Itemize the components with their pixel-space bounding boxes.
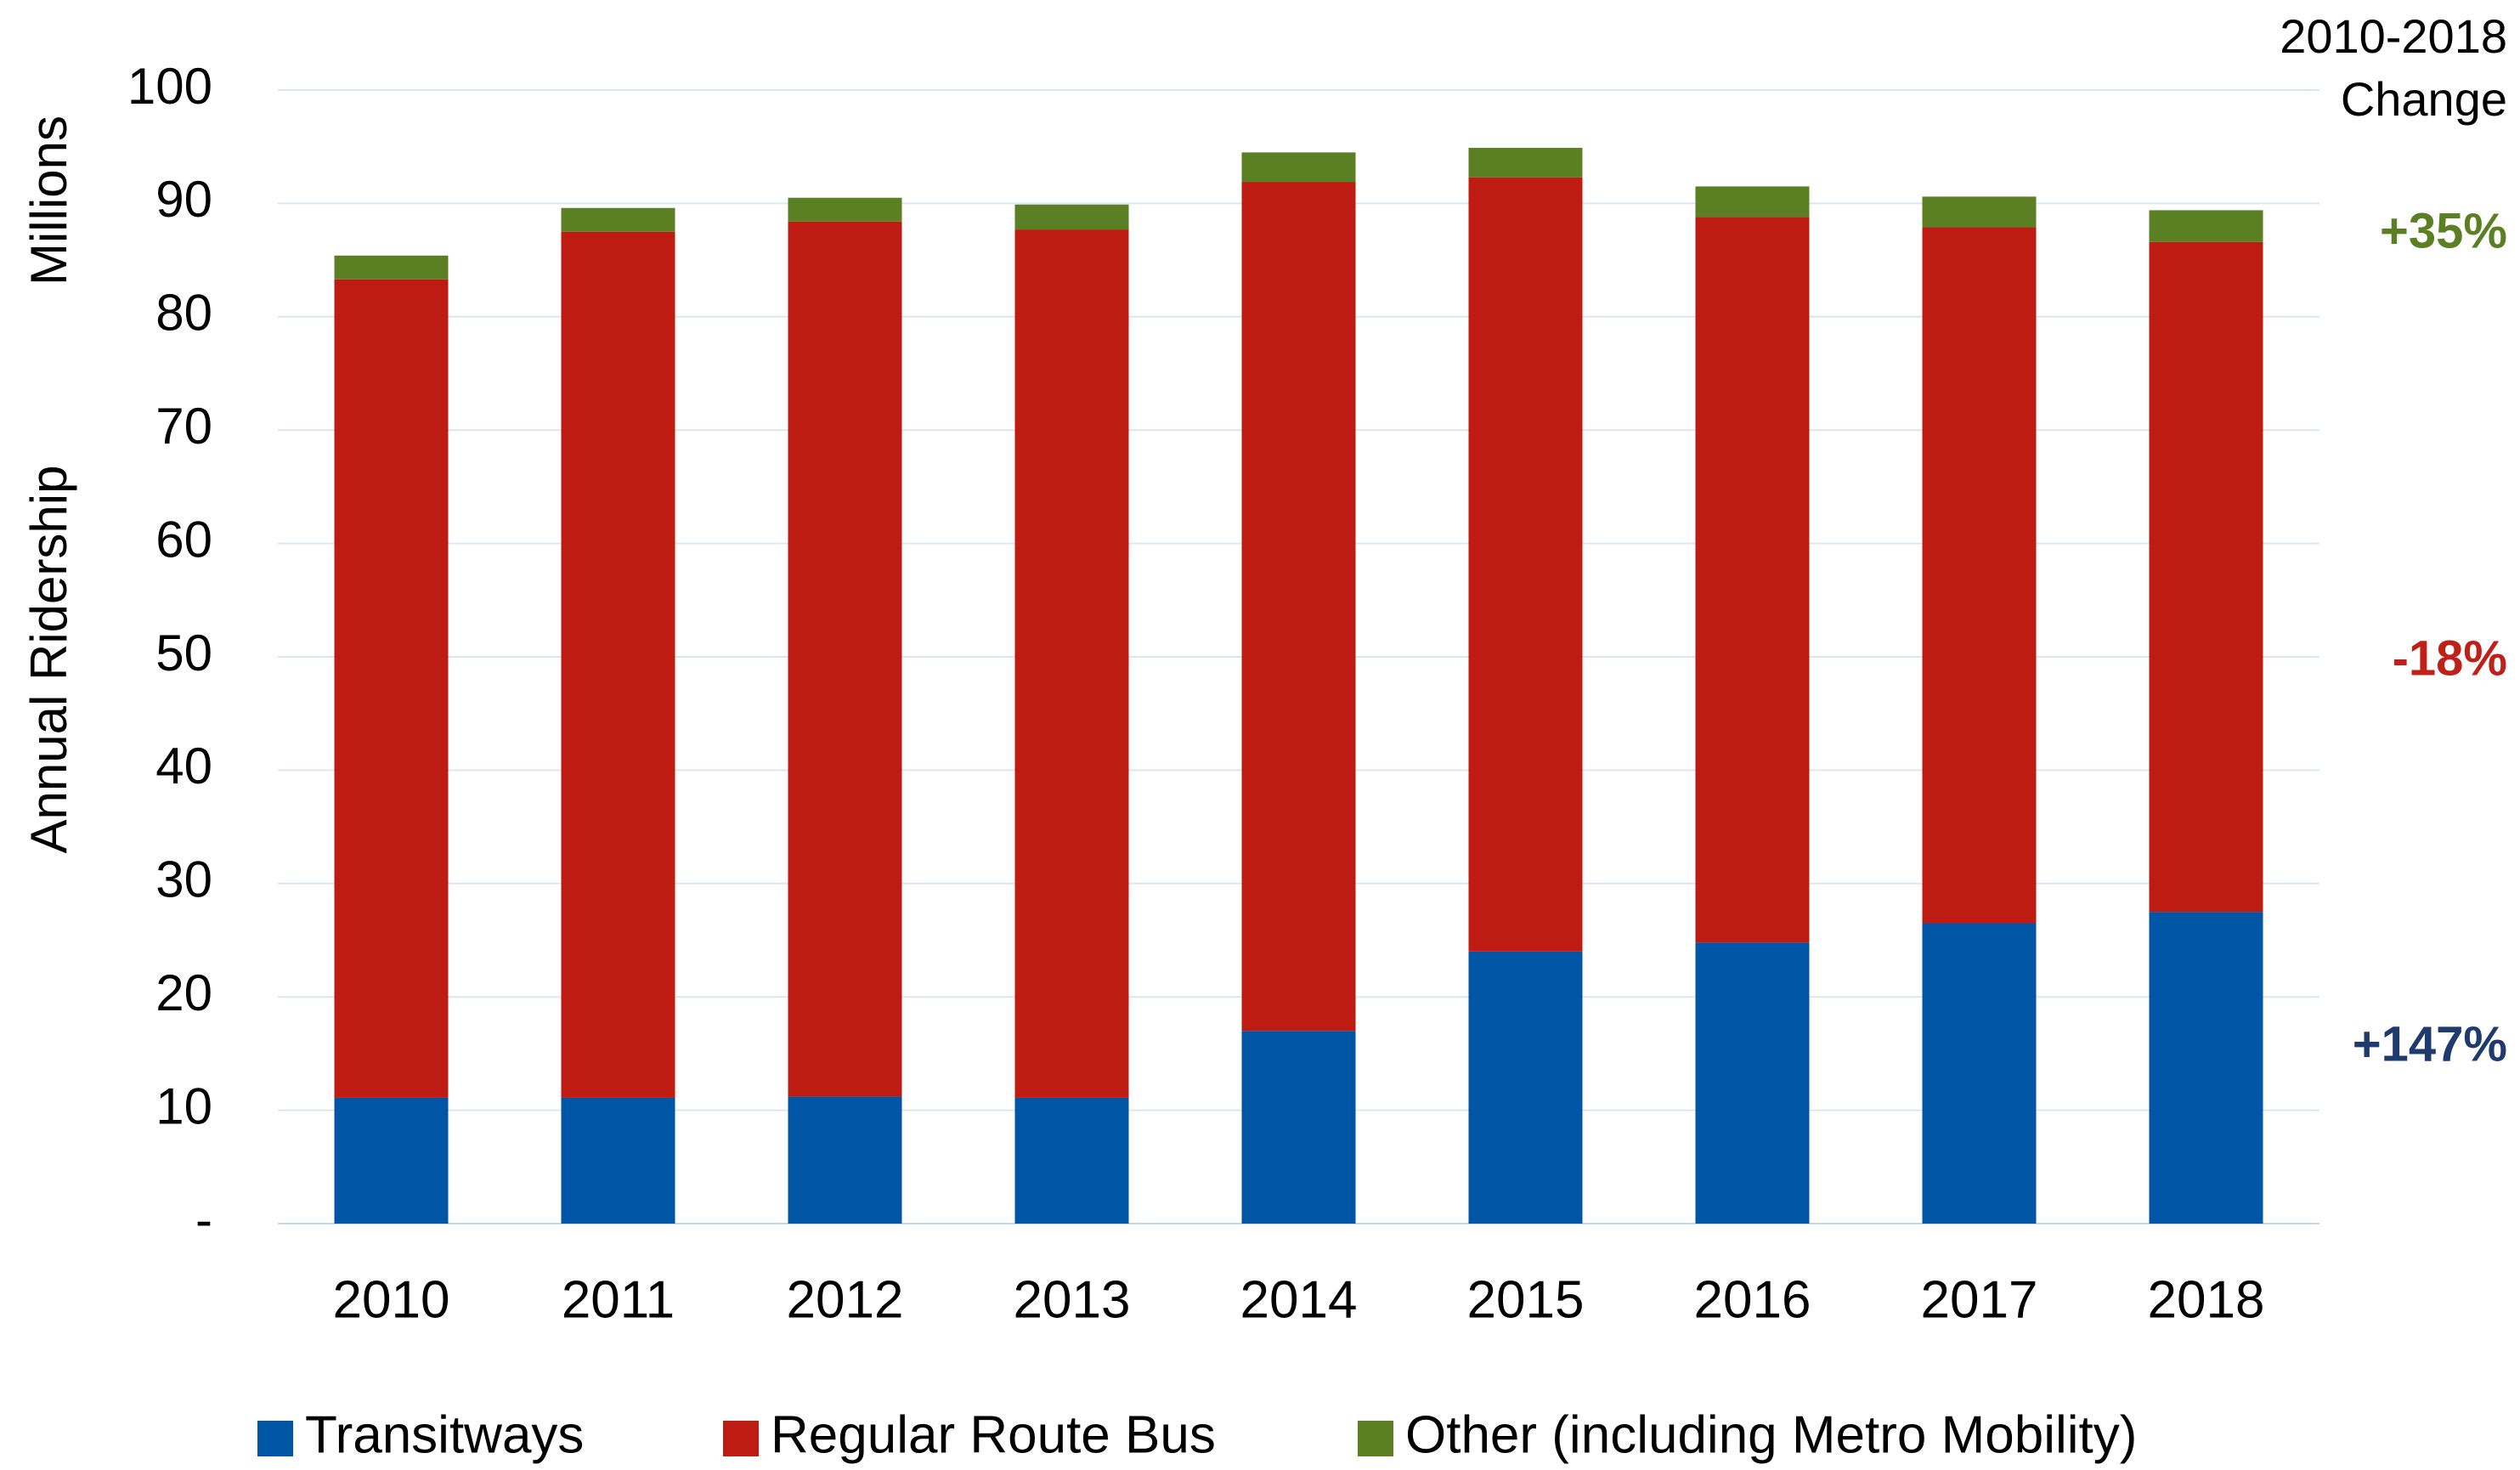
legend-label: Transitways <box>305 1405 584 1464</box>
bar-segment <box>1241 182 1356 1032</box>
x-tick-label: 2010 <box>333 1270 450 1329</box>
y-tick-label: 90 <box>155 171 212 228</box>
x-tick-label: 2012 <box>787 1270 904 1329</box>
y-tick-label: 100 <box>127 58 212 115</box>
x-tick-label: 2014 <box>1240 1270 1358 1329</box>
bar-segment <box>1695 942 1810 1224</box>
annotation-header: Change <box>2341 72 2507 126</box>
bar-segment <box>1014 204 1129 230</box>
y-tick-label: 40 <box>155 738 212 794</box>
y-tick-label: 70 <box>155 398 212 455</box>
y-tick-label: 10 <box>155 1077 212 1134</box>
bar-segment <box>1922 227 2037 924</box>
bar-segment <box>2149 912 2263 1224</box>
bar-segment <box>1922 923 2037 1224</box>
bar-segment <box>1695 186 1810 218</box>
bar-segment <box>1695 217 1810 943</box>
bar-segment <box>1922 196 2037 228</box>
bar-segment <box>334 255 449 280</box>
y-tick-label: 50 <box>155 625 212 681</box>
annotation-header: 2010-2018 <box>2280 9 2507 63</box>
y-tick-label: 60 <box>155 511 212 568</box>
legend-swatch <box>257 1421 293 1456</box>
bar-segment <box>788 221 902 1097</box>
bar-segment <box>334 1097 449 1224</box>
bar-segment <box>788 197 902 222</box>
change-annotation: -18% <box>2393 630 2507 686</box>
y-tick-label: 80 <box>155 285 212 342</box>
bar-segment <box>788 1096 902 1224</box>
legend-label: Regular Route Bus <box>771 1405 1216 1464</box>
change-annotation: +147% <box>2353 1016 2507 1071</box>
change-annotation: +35% <box>2380 203 2507 258</box>
bar-segment <box>2149 210 2263 242</box>
bar-segment <box>561 231 675 1098</box>
bar-segment <box>1241 152 1356 183</box>
x-tick-label: 2017 <box>1921 1270 2038 1329</box>
y-tick-label: - <box>195 1191 212 1248</box>
bar-segment <box>561 207 675 232</box>
bar-segment <box>1468 951 1583 1224</box>
x-tick-label: 2011 <box>562 1270 675 1329</box>
x-tick-label: 2015 <box>1467 1270 1585 1329</box>
bar-segment <box>2149 241 2263 913</box>
legend-swatch <box>1358 1421 1393 1456</box>
bar-segment <box>1468 177 1583 952</box>
bar-segment <box>1014 229 1129 1098</box>
y-tick-label: 30 <box>155 851 212 908</box>
y-axis-label: Annual Ridership <box>20 466 77 854</box>
bar-segment <box>334 279 449 1098</box>
x-tick-label: 2018 <box>2148 1270 2265 1329</box>
legend-label: Other (including Metro Mobility) <box>1405 1405 2137 1464</box>
bar-segment <box>561 1097 675 1224</box>
bar-segment <box>1014 1097 1129 1224</box>
x-tick-label: 2016 <box>1694 1270 1811 1329</box>
y-tick-label: 20 <box>155 964 212 1021</box>
legend-swatch <box>723 1421 759 1456</box>
x-tick-label: 2013 <box>1014 1270 1131 1329</box>
bar-segment <box>1468 148 1583 178</box>
y-axis-unit: Millions <box>20 116 77 286</box>
bar-segment <box>1241 1031 1356 1224</box>
